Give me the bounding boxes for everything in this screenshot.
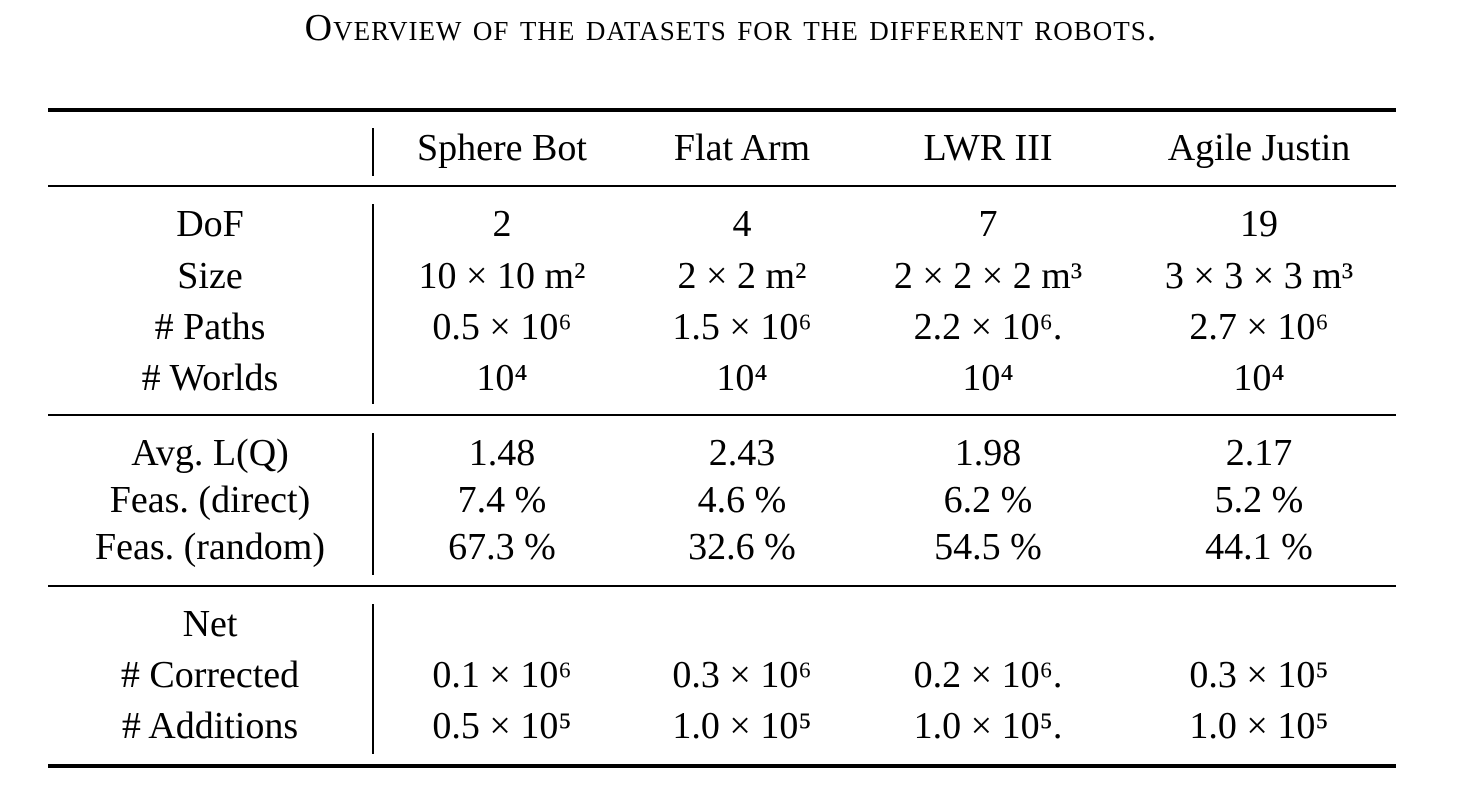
table-cell: 4.6 % bbox=[697, 479, 787, 521]
column-divider bbox=[372, 604, 374, 754]
table-cell: 0.3 × 10⁵ bbox=[1189, 654, 1329, 696]
table-cell: 0.5 × 10⁵ bbox=[432, 705, 572, 747]
row-label: DoF bbox=[176, 203, 244, 245]
column-header: LWR III bbox=[923, 127, 1053, 169]
table-cell: 7 bbox=[978, 203, 998, 245]
table-cell: 7.4 % bbox=[457, 479, 547, 521]
table-cell: 2.43 bbox=[708, 432, 776, 474]
table-cell: 10⁴ bbox=[962, 357, 1014, 399]
table-cell: 0.2 × 10⁶. bbox=[913, 654, 1063, 696]
table-cell: 2.2 × 10⁶. bbox=[913, 306, 1063, 348]
table-cell: 54.5 % bbox=[934, 526, 1042, 568]
table-cell: 10⁴ bbox=[476, 357, 528, 399]
column-divider bbox=[372, 433, 374, 575]
column-divider bbox=[372, 128, 374, 176]
table-cell: 1.0 × 10⁵ bbox=[672, 705, 812, 747]
table-cell: 10⁴ bbox=[716, 357, 768, 399]
table-caption: Overview of the datasets for the differe… bbox=[304, 7, 1158, 49]
row-label: # Corrected bbox=[120, 654, 300, 696]
table-cell: 2 × 2 m² bbox=[677, 255, 807, 297]
row-label: # Worlds bbox=[141, 357, 279, 399]
table-cell: 1.98 bbox=[954, 432, 1022, 474]
row-label: Feas. (random) bbox=[94, 526, 326, 568]
table-cell: 2 × 2 × 2 m³ bbox=[893, 255, 1083, 297]
table-cell: 2.17 bbox=[1225, 432, 1293, 474]
column-header: Sphere Bot bbox=[417, 127, 587, 169]
bottom-rule bbox=[48, 764, 1396, 768]
table-cell: 0.5 × 10⁶ bbox=[432, 306, 572, 348]
table-cell: 2.7 × 10⁶ bbox=[1189, 306, 1329, 348]
table-cell: 10⁴ bbox=[1233, 357, 1285, 399]
table-cell: 4 bbox=[732, 203, 752, 245]
table-cell: 1.5 × 10⁶ bbox=[672, 306, 812, 348]
table-cell: 1.0 × 10⁵ bbox=[1189, 705, 1329, 747]
column-header: Flat Arm bbox=[673, 127, 811, 169]
table-cell: 1.48 bbox=[468, 432, 536, 474]
row-label: Size bbox=[177, 255, 243, 297]
table-cell: 3 × 3 × 3 m³ bbox=[1164, 255, 1354, 297]
row-label: # Paths bbox=[154, 306, 266, 348]
row-label: # Additions bbox=[121, 705, 299, 747]
header-rule bbox=[48, 185, 1396, 187]
column-divider bbox=[372, 204, 374, 404]
table-cell: 5.2 % bbox=[1214, 479, 1304, 521]
table-cell: 32.6 % bbox=[688, 526, 796, 568]
table-cell: 10 × 10 m² bbox=[418, 255, 586, 297]
table-cell: 19 bbox=[1240, 203, 1278, 245]
table-cell: 0.1 × 10⁶ bbox=[432, 654, 572, 696]
column-header: Agile Justin bbox=[1167, 127, 1351, 169]
table-cell: 44.1 % bbox=[1205, 526, 1313, 568]
row-label: Feas. (direct) bbox=[109, 479, 311, 521]
row-label: Avg. L(Q) bbox=[131, 432, 289, 474]
group-rule-1 bbox=[48, 414, 1396, 416]
table-cell: 1.0 × 10⁵. bbox=[913, 705, 1063, 747]
row-label: Net bbox=[182, 603, 238, 645]
table-cell: 0.3 × 10⁶ bbox=[672, 654, 812, 696]
table-cell: 2 bbox=[492, 203, 512, 245]
group-rule-2 bbox=[48, 585, 1396, 587]
table-cell: 67.3 % bbox=[448, 526, 556, 568]
top-rule bbox=[48, 108, 1396, 112]
table-cell: 6.2 % bbox=[943, 479, 1033, 521]
